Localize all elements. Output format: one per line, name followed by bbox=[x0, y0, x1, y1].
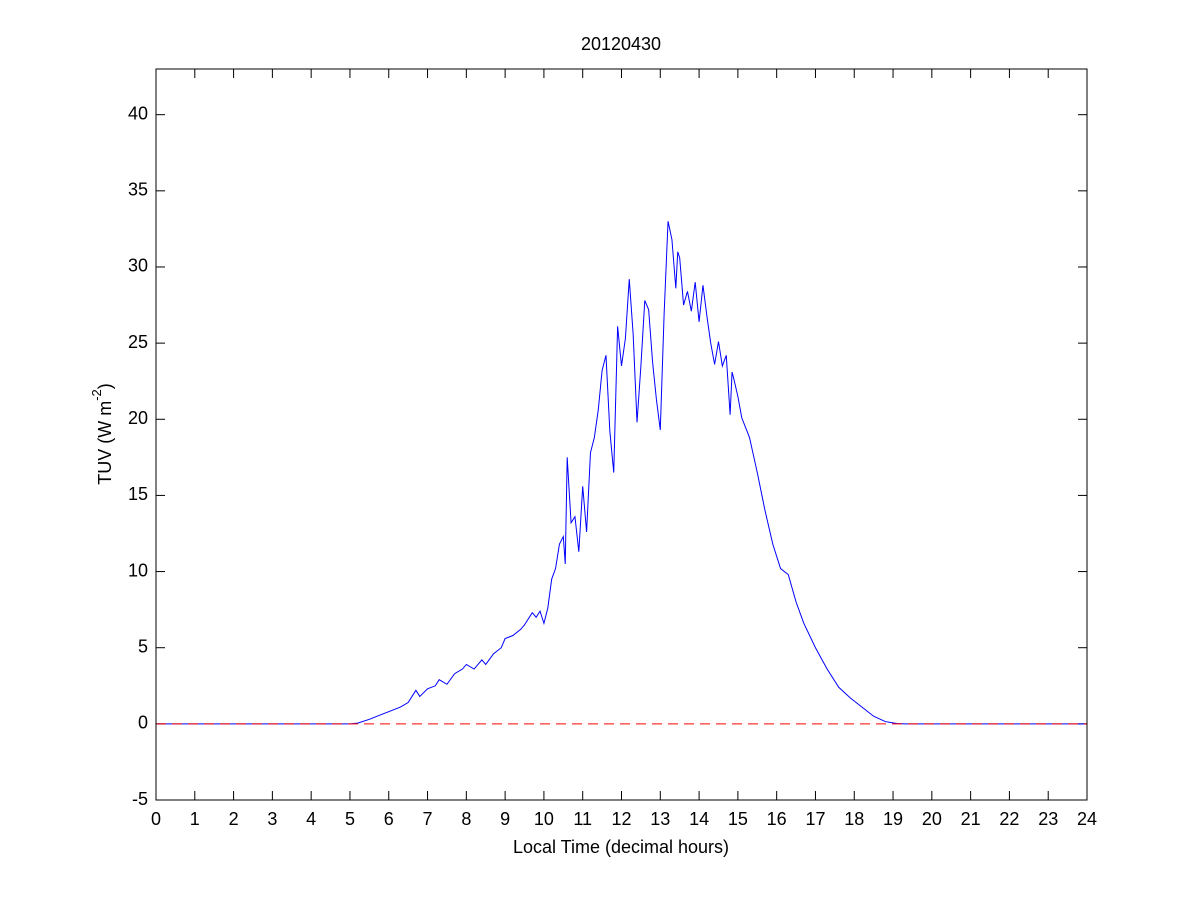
x-tick-label: 12 bbox=[611, 809, 631, 829]
y-label-end: ) bbox=[95, 383, 115, 389]
x-tick-label: 16 bbox=[767, 809, 787, 829]
x-tick-label: 1 bbox=[190, 809, 200, 829]
x-tick-label: 3 bbox=[267, 809, 277, 829]
y-tick-label: 10 bbox=[128, 560, 148, 580]
chart-title: 20120430 bbox=[581, 34, 661, 54]
x-tick-label: 20 bbox=[922, 809, 942, 829]
y-axis-label: TUV (W m-2) bbox=[89, 383, 114, 485]
x-tick-label: 15 bbox=[728, 809, 748, 829]
y-label-sup: -2 bbox=[89, 389, 104, 401]
x-tick-label: 11 bbox=[573, 809, 592, 829]
x-tick-label: 0 bbox=[151, 809, 161, 829]
y-tick-label: 30 bbox=[128, 256, 148, 276]
y-tick-label: 5 bbox=[138, 636, 148, 656]
y-tick-label: -5 bbox=[132, 789, 148, 809]
y-tick-label: 15 bbox=[128, 484, 148, 504]
x-tick-label: 13 bbox=[650, 809, 670, 829]
x-tick-label: 21 bbox=[961, 809, 981, 829]
x-tick-label: 5 bbox=[345, 809, 355, 829]
x-tick-label: 8 bbox=[461, 809, 471, 829]
x-tick-label: 19 bbox=[883, 809, 903, 829]
y-tick-label: 20 bbox=[128, 408, 148, 428]
x-tick-label: 6 bbox=[384, 809, 394, 829]
y-tick-label: 25 bbox=[128, 332, 148, 352]
y-tick-label: 40 bbox=[128, 103, 148, 123]
y-tick-label: 0 bbox=[138, 713, 148, 733]
x-tick-label: 4 bbox=[306, 809, 316, 829]
x-axis-label: Local Time (decimal hours) bbox=[513, 837, 729, 857]
x-tick-label: 2 bbox=[229, 809, 239, 829]
x-tick-label: 10 bbox=[534, 809, 554, 829]
x-tick-label: 14 bbox=[689, 809, 709, 829]
y-tick-label: 35 bbox=[128, 180, 148, 200]
plot-frame bbox=[155, 68, 1088, 801]
data-line bbox=[156, 221, 1087, 725]
x-tick-label: 9 bbox=[500, 809, 510, 829]
x-tick-label: 18 bbox=[844, 809, 864, 829]
x-tick-label: 24 bbox=[1077, 809, 1097, 829]
x-tick-label: 17 bbox=[805, 809, 825, 829]
y-label-text: TUV (W m bbox=[95, 401, 115, 485]
x-tick-label: 23 bbox=[1038, 809, 1058, 829]
x-tick-label: 7 bbox=[423, 809, 433, 829]
x-tick-label: 22 bbox=[999, 809, 1019, 829]
